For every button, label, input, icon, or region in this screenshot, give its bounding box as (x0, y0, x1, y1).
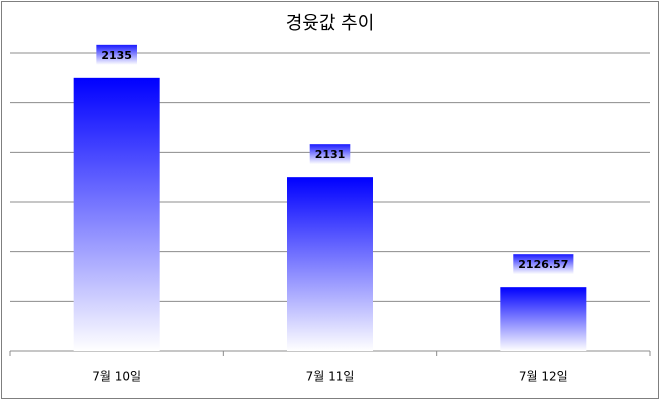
bar (500, 287, 587, 351)
data-label: 2126.57 (518, 258, 568, 271)
bar (73, 77, 160, 351)
chart-title: 경윳값 추이 (286, 13, 375, 34)
data-label: 2131 (315, 148, 346, 161)
bar (287, 177, 373, 351)
x-tick-label: 7월 12일 (519, 370, 568, 384)
x-tick-label: 7월 10일 (92, 370, 141, 384)
x-tick-label: 7월 11일 (306, 370, 355, 384)
data-label: 2135 (101, 49, 132, 62)
data-label-box (96, 44, 137, 65)
data-label-box (309, 144, 351, 165)
data-label-box (513, 254, 574, 275)
